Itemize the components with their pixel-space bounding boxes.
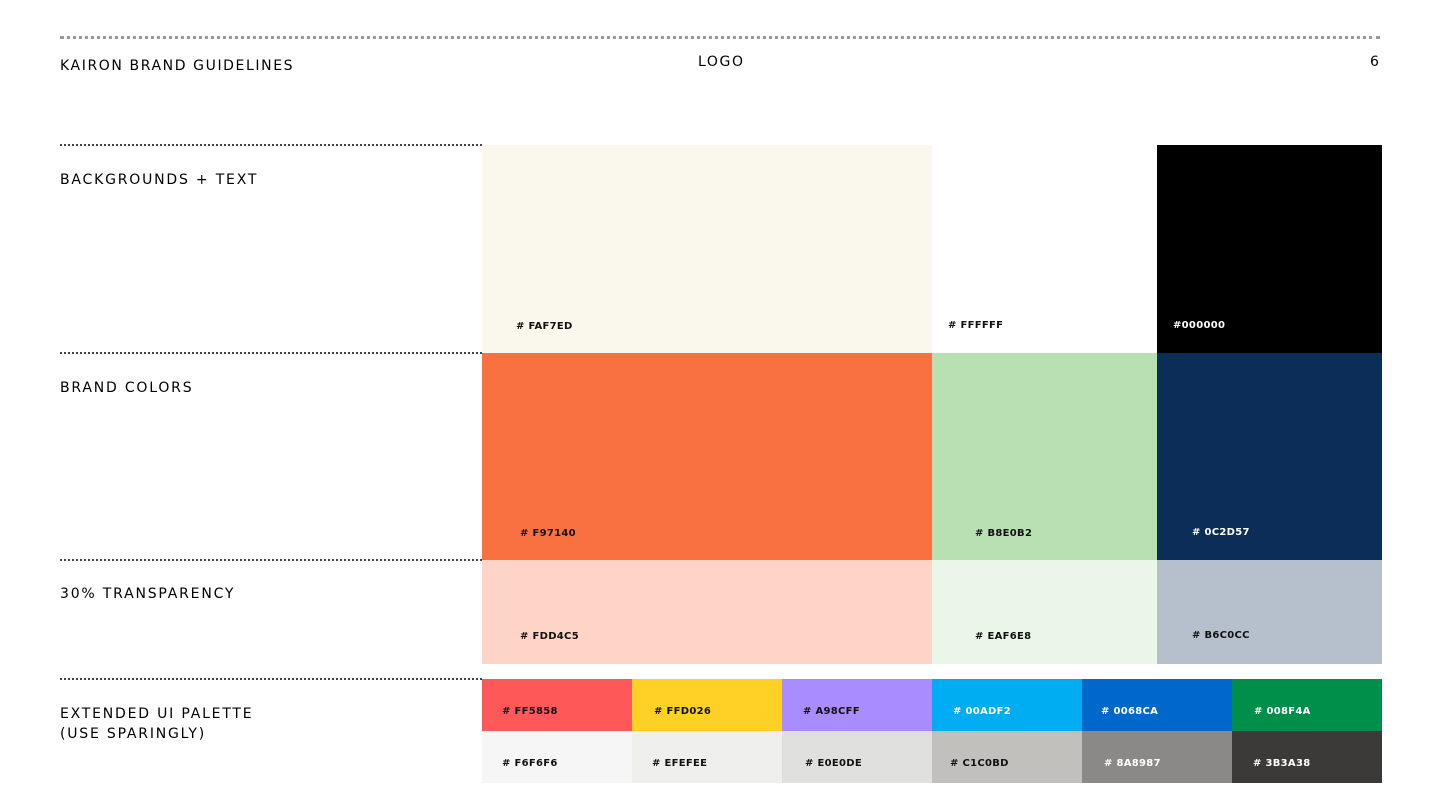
swatch-hex-label: # 0068CA xyxy=(1101,706,1159,717)
swatch-brand-orange: # F97140 xyxy=(482,353,932,560)
section-label-extended-line1: EXTENDED UI PALETTE xyxy=(60,706,254,722)
swatch-hex-label: # 0C2D57 xyxy=(1192,527,1250,538)
swatch-hex-label: # FAF7ED xyxy=(516,321,573,332)
section-label-extended: EXTENDED UI PALETTE (USE SPARINGLY) xyxy=(60,704,253,744)
swatch-hex-label: # 00ADF2 xyxy=(953,706,1012,717)
swatch-hex-label: # 008F4A xyxy=(1254,706,1311,717)
brand-title: KAIRON BRAND GUIDELINES xyxy=(60,58,295,74)
section-title: LOGO xyxy=(698,54,745,70)
swatch-neutral-2: # EFEFEE xyxy=(632,731,782,783)
section-divider xyxy=(60,352,482,354)
swatch-ext-green: # 008F4A xyxy=(1232,679,1382,731)
swatch-hex-label: # B8E0B2 xyxy=(975,528,1033,539)
swatch-ext-purple: # A98CFF xyxy=(782,679,932,731)
page-number: 6 xyxy=(1370,54,1381,70)
swatch-neutral-1: # F6F6F6 xyxy=(482,731,632,783)
swatch-hex-label: # FF5858 xyxy=(502,706,558,717)
swatch-hex-label: # C1C0BD xyxy=(950,758,1009,769)
swatch-hex-label: # A98CFF xyxy=(803,706,860,717)
swatch-hex-label: # 3B3A38 xyxy=(1253,758,1311,769)
swatch-neutral-3: # E0E0DE xyxy=(782,731,932,783)
swatch-hex-label: # F6F6F6 xyxy=(502,758,558,769)
section-divider xyxy=(60,559,482,561)
section-label-brand-colors: BRAND COLORS xyxy=(60,380,194,396)
swatch-ext-red: # FF5858 xyxy=(482,679,632,731)
section-label-backgrounds: BACKGROUNDS + TEXT xyxy=(60,172,259,188)
swatch-hex-label: # E0E0DE xyxy=(805,758,862,769)
swatch-neutral-4: # C1C0BD xyxy=(932,731,1082,783)
swatch-neutral-6: # 3B3A38 xyxy=(1232,731,1382,783)
swatch-ext-sky: # 00ADF2 xyxy=(932,679,1082,731)
section-divider xyxy=(60,678,482,680)
swatch-neutral-5: # 8A8987 xyxy=(1082,731,1232,783)
swatch-hex-label: # B6C0CC xyxy=(1192,630,1250,641)
swatch-ext-blue: # 0068CA xyxy=(1082,679,1232,731)
swatch-brand-navy: # 0C2D57 xyxy=(1157,353,1382,560)
section-label-transparency: 30% TRANSPARENCY xyxy=(60,586,236,602)
swatch-tint-navy: # B6C0CC xyxy=(1157,560,1382,664)
swatch-bg-white: # FFFFFF xyxy=(932,145,1157,353)
swatch-hex-label: # FFD026 xyxy=(654,706,712,717)
swatch-hex-label: #000000 xyxy=(1173,320,1226,331)
swatch-hex-label: # FDD4C5 xyxy=(520,631,579,642)
swatch-tint-orange: # FDD4C5 xyxy=(482,560,932,664)
swatch-hex-label: # F97140 xyxy=(520,528,576,539)
swatch-brand-green: # B8E0B2 xyxy=(932,353,1157,560)
swatch-tint-green: # EAF6E8 xyxy=(932,560,1157,664)
header-divider xyxy=(60,36,1380,39)
swatch-hex-label: # 8A8987 xyxy=(1104,758,1161,769)
swatch-bg-cream: # FAF7ED xyxy=(482,145,932,353)
swatch-hex-label: # FFFFFF xyxy=(948,320,1004,331)
swatch-ext-yellow: # FFD026 xyxy=(632,679,782,731)
swatch-bg-black: #000000 xyxy=(1157,145,1382,353)
section-label-extended-line2: (USE SPARINGLY) xyxy=(60,726,207,742)
swatch-hex-label: # EAF6E8 xyxy=(975,631,1032,642)
swatch-hex-label: # EFEFEE xyxy=(652,758,708,769)
section-divider xyxy=(60,144,482,146)
